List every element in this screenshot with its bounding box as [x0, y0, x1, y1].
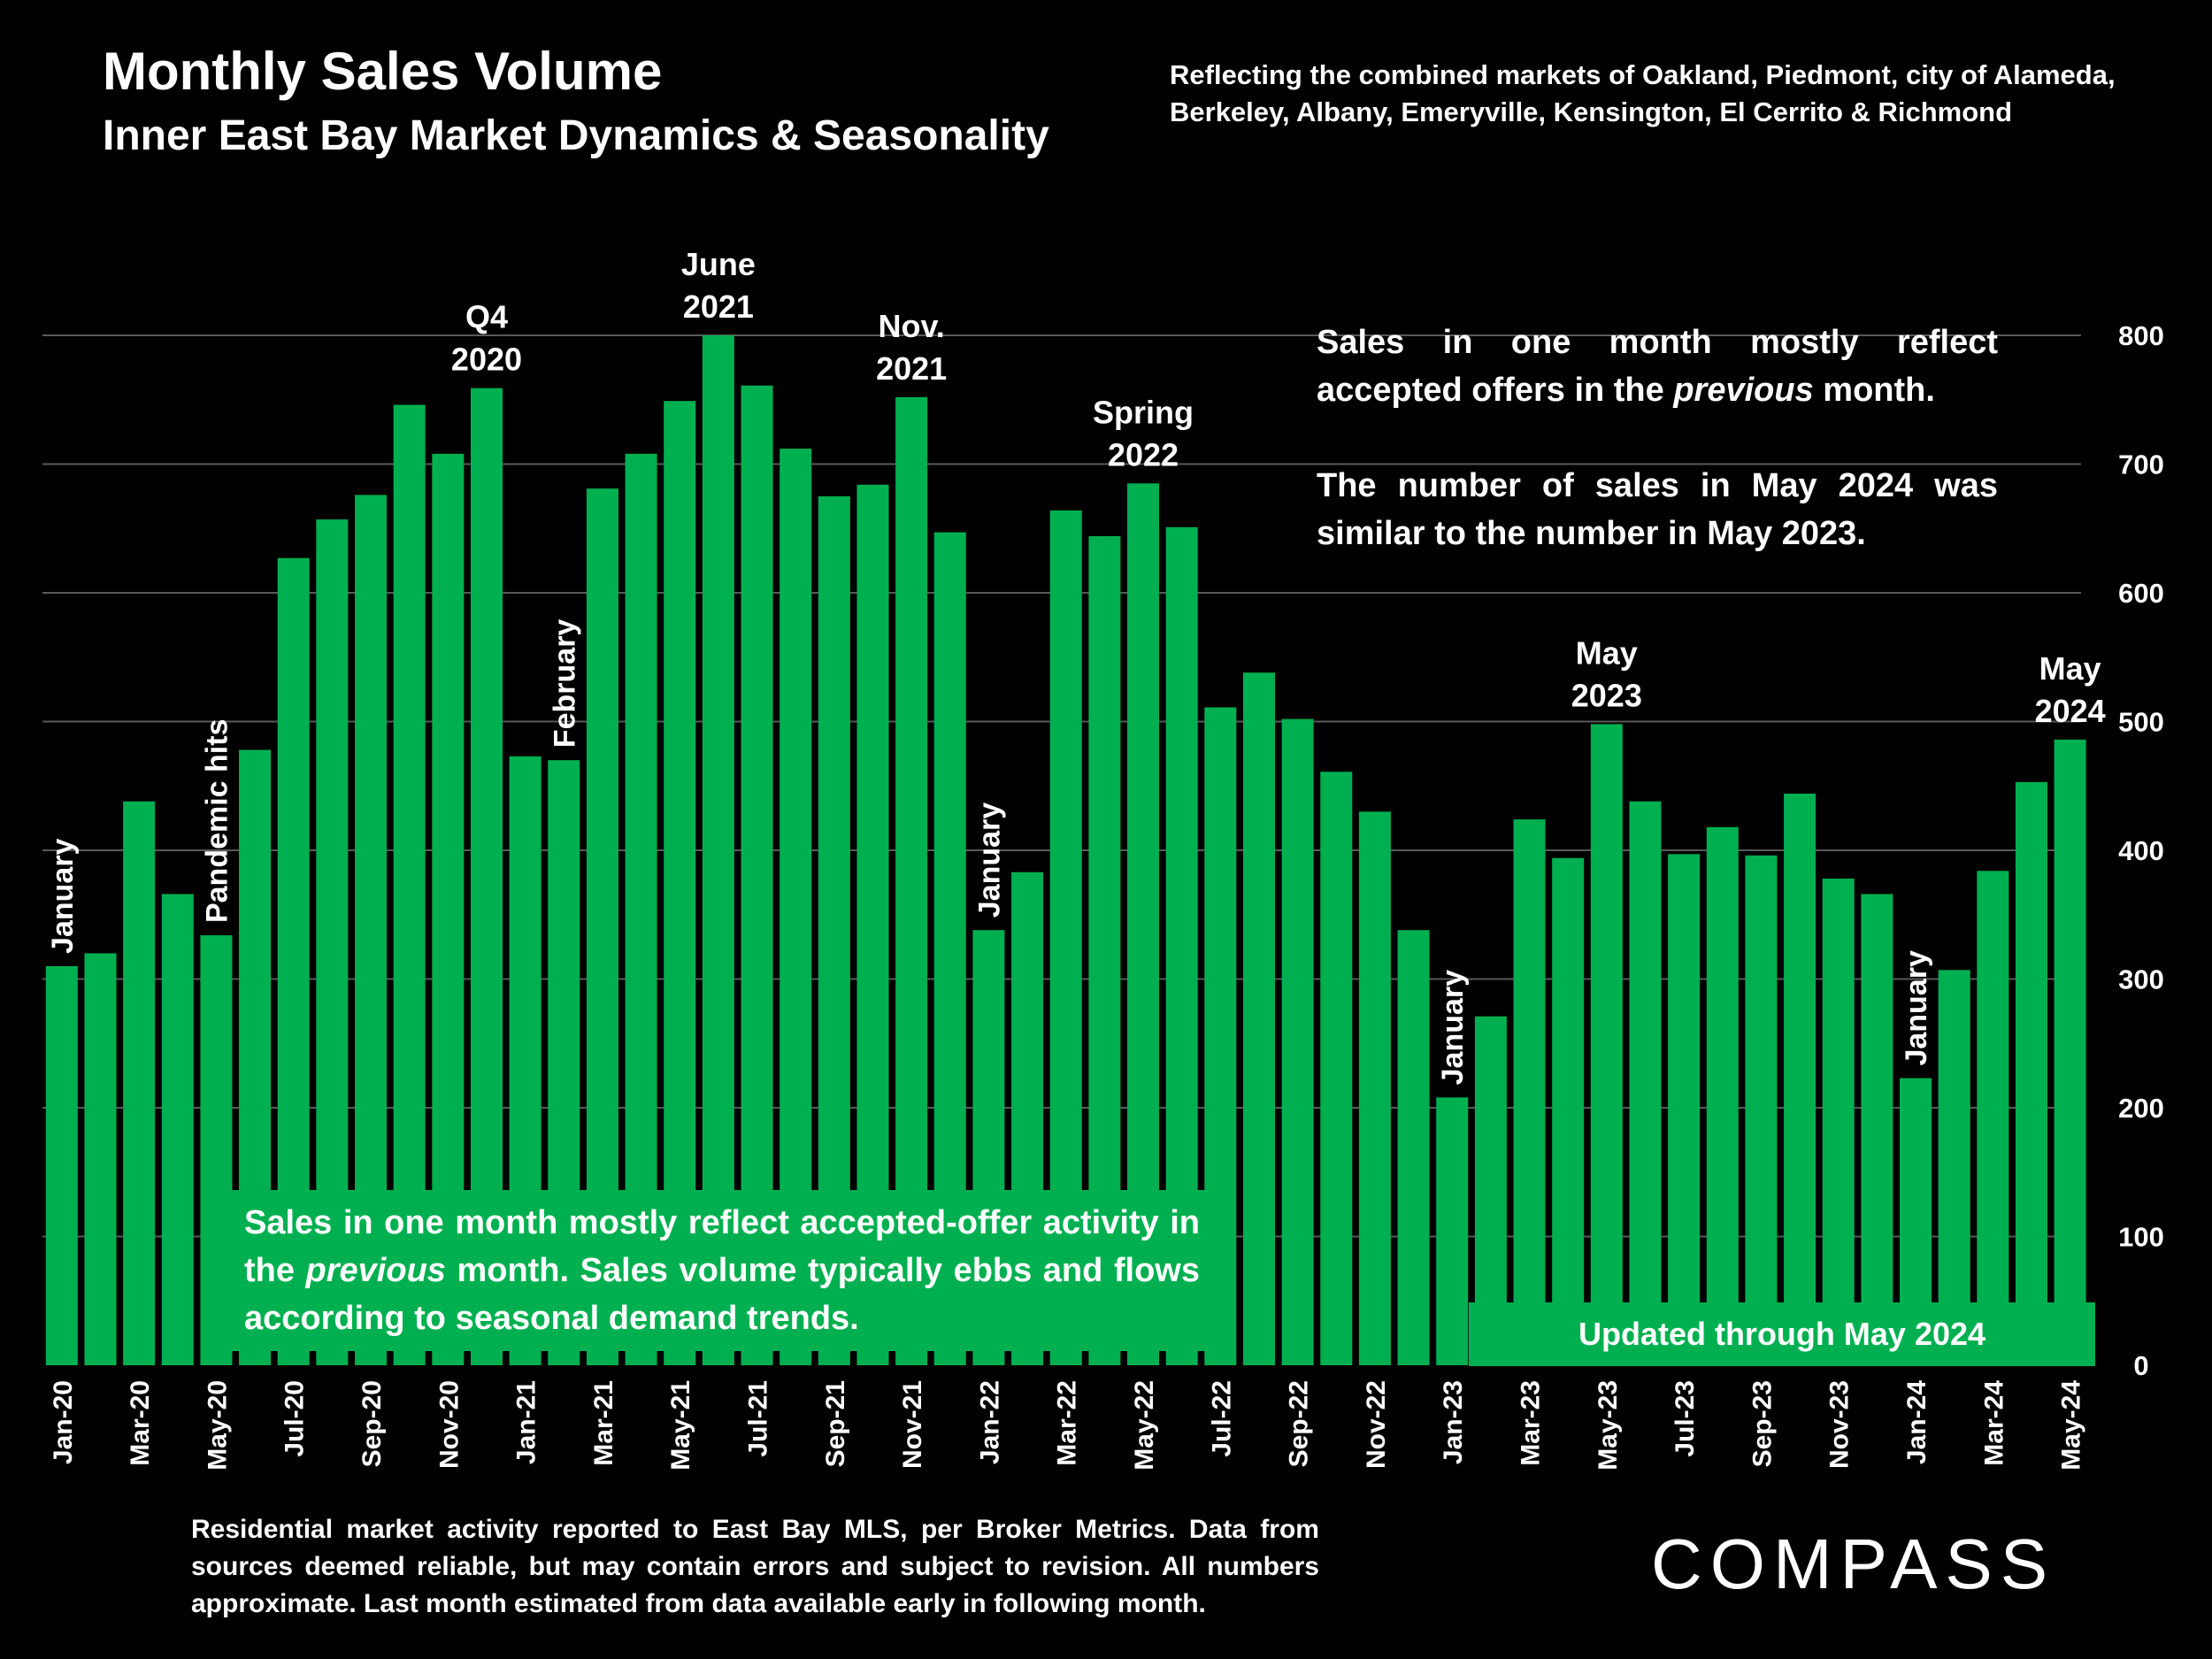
page-subtitle: Inner East Bay Market Dynamics & Seasona… [103, 112, 1049, 159]
x-tick-label: Jul-23 [1671, 1380, 1700, 1457]
bar-Jul-23 [1668, 854, 1701, 1365]
bar-Jun-23 [1629, 801, 1662, 1365]
annotation-label: January [1436, 970, 1470, 1085]
x-tick-label: Sep-22 [1285, 1380, 1314, 1467]
bar-Apr-20 [161, 894, 194, 1365]
annotation-label: Nov. 2021 [876, 308, 947, 387]
bar-Sep-23 [1745, 855, 1778, 1365]
bar-Feb-24 [1938, 970, 1970, 1365]
annotation-label: June 2021 [681, 246, 756, 325]
bar-Dec-22 [1397, 930, 1430, 1365]
y-tick-label: 800 [2118, 320, 2164, 351]
x-tick-label: Jan-24 [1902, 1380, 1932, 1464]
x-tick-label: Jan-21 [512, 1380, 541, 1464]
x-tick-label: May-22 [1130, 1380, 1159, 1471]
bar-Jan-20 [45, 965, 78, 1365]
x-tick-label: Jul-22 [1207, 1380, 1236, 1457]
x-tick-label: Mar-23 [1517, 1380, 1546, 1466]
bar-Aug-22 [1242, 672, 1275, 1365]
annotation-label: Spring 2022 [1093, 394, 1194, 472]
bar-May-24 [2054, 739, 2086, 1365]
bar-Dec-23 [1861, 894, 1893, 1365]
x-tick-label: Nov-20 [434, 1380, 464, 1469]
x-tick-label: Nov-22 [1362, 1380, 1391, 1469]
x-tick-label: May-21 [666, 1380, 695, 1471]
y-tick-label: 400 [2118, 835, 2164, 866]
x-tick-label: Nov-21 [898, 1380, 927, 1469]
y-tick-label: 100 [2118, 1222, 2164, 1253]
bar-Apr-24 [2015, 781, 2047, 1365]
seasonality-callout: Sales in one month mostly reflect accept… [1317, 319, 1998, 605]
seasonal-demand-note: Sales in one month mostly reflect accept… [227, 1190, 1217, 1351]
x-tick-label: Jan-23 [1439, 1380, 1468, 1464]
annotation-label: January [972, 803, 1006, 918]
x-tick-label: Sep-21 [821, 1380, 850, 1467]
x-tick-label: Mar-21 [589, 1380, 618, 1466]
x-tick-label: Jul-20 [280, 1380, 310, 1457]
annotation-label: January [46, 838, 80, 953]
x-tick-label: Jan-22 [975, 1380, 1004, 1464]
bar-Apr-23 [1552, 857, 1585, 1365]
x-tick-label: Jan-20 [49, 1380, 78, 1464]
annotations: January Pandemic hits Q4 2020 February June 20… [46, 246, 2106, 1085]
annotation-label: January [1900, 950, 1933, 1065]
bar-May-23 [1590, 724, 1623, 1365]
annotation-label: February [548, 619, 581, 749]
bar-Aug-23 [1706, 826, 1739, 1365]
x-axis-ticks: Jan-20 Mar-20 May-20 Jul-20 Sep-20 Nov-20 Jan-… [49, 1380, 2086, 1471]
bar-Feb-20 [84, 953, 117, 1365]
bar-Oct-22 [1320, 772, 1353, 1365]
y-axis-ticks: 0 100 200 300 400 500 600 700 800 [2118, 320, 2164, 1381]
bar-Mar-24 [1977, 871, 2009, 1365]
bar-Jan-23 [1436, 1097, 1469, 1365]
x-tick-label: Mar-20 [126, 1380, 155, 1466]
updated-through-badge: Updated through May 2024 [1469, 1302, 2095, 1366]
source-footnote: Residential market activity reported to … [191, 1515, 1319, 1618]
bar-Sep-22 [1281, 718, 1314, 1365]
annotation-label: Q4 2020 [451, 299, 522, 378]
bar-Oct-23 [1784, 793, 1816, 1365]
annotation-label: Pandemic hits [200, 719, 234, 924]
x-tick-label: Sep-20 [357, 1380, 387, 1467]
annotation-label: May 2023 [1571, 634, 1642, 713]
region-note: Reflecting the combined markets of Oakla… [1170, 59, 2116, 127]
callout-paragraph-2: The number of sales in May 2024 was simi… [1317, 467, 1998, 552]
annotation-label: May 2024 [2035, 650, 2106, 729]
y-tick-label: 500 [2118, 707, 2164, 738]
x-tick-label: Mar-24 [1979, 1380, 2008, 1466]
x-tick-label: May-20 [203, 1380, 232, 1471]
bar-Nov-23 [1822, 879, 1855, 1365]
x-tick-label: May-24 [2057, 1380, 2086, 1471]
y-tick-label: 600 [2118, 578, 2164, 609]
y-tick-label: 300 [2118, 964, 2164, 995]
x-tick-label: May-23 [1594, 1380, 1623, 1471]
x-tick-label: Mar-22 [1053, 1380, 1082, 1466]
bar-Mar-23 [1513, 819, 1546, 1365]
y-tick-label: 200 [2118, 1093, 2164, 1124]
x-tick-label: Nov-23 [1825, 1380, 1855, 1469]
bars [45, 335, 2086, 1366]
callout-paragraph-1: Sales in one month mostly reflect accept… [1317, 324, 1998, 409]
compass-logo: COMPASS [1651, 1525, 2056, 1603]
y-tick-label: 700 [2118, 449, 2164, 480]
x-tick-label: Sep-23 [1747, 1380, 1777, 1467]
y-tick-label: 0 [2133, 1350, 2148, 1381]
page-title: Monthly Sales Volume [103, 42, 663, 101]
bar-Nov-22 [1358, 811, 1391, 1365]
bar-Mar-20 [123, 801, 156, 1365]
x-tick-label: Jul-21 [744, 1380, 773, 1457]
